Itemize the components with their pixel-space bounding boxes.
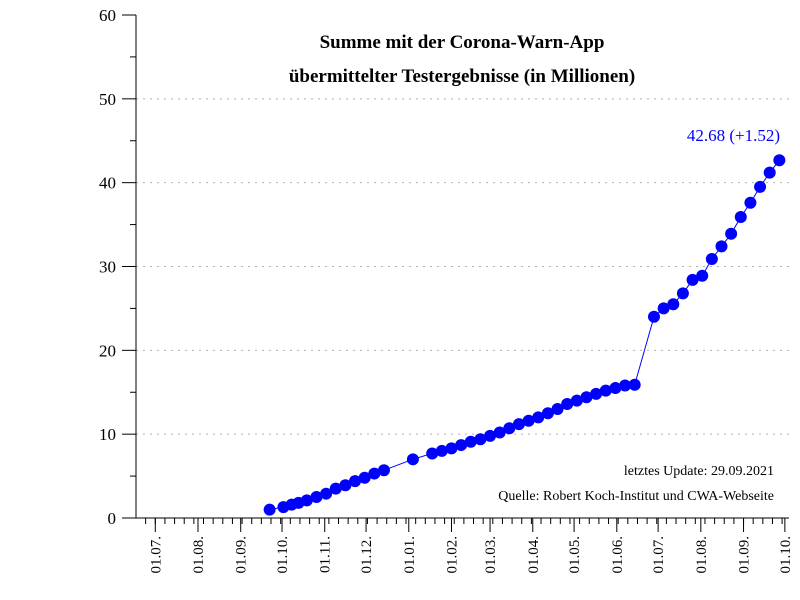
data-series [263,154,786,516]
x-tick-label: 01.10. [275,536,291,574]
data-point [599,384,612,397]
y-tick-label: 10 [99,425,116,444]
data-point [705,252,718,265]
data-point [686,273,699,286]
data-point [435,444,448,457]
data-point [474,433,487,446]
data-point [406,453,419,466]
data-point [647,310,660,323]
data-point [715,240,728,253]
data-point [339,479,352,492]
data-point [300,494,313,507]
data-point [310,491,323,504]
update-annotation: letztes Update: 29.09.2021 [624,464,774,479]
data-point [493,426,506,439]
y-tick-label: 50 [99,90,116,109]
x-tick-label: 01.02. [444,536,460,574]
data-point [657,302,670,315]
x-tick-label: 01.08. [191,536,207,574]
data-point [619,379,632,392]
series-line [269,159,780,511]
data-point [561,397,574,410]
data-point [263,503,276,516]
x-tick-label: 01.01. [402,536,418,574]
x-tick-label: 01.06. [610,536,626,574]
data-point [368,467,381,480]
x-tick-label: 01.04. [526,536,542,574]
chart-title-line-2: übermittelter Testergebnisse (in Million… [289,66,635,87]
x-tick-label: 01.09. [737,536,753,574]
data-point [522,414,535,427]
data-point [570,394,583,407]
x-tick-label: 01.09. [234,536,250,574]
x-tick-label: 01.07. [651,536,667,574]
data-point [532,411,545,424]
data-point [773,154,786,167]
data-point [445,442,458,455]
y-tick-label: 60 [99,6,116,25]
last-value-label: 42.68 (+1.52) [687,126,780,145]
y-tick-label: 0 [108,509,117,528]
y-tick-label: 40 [99,174,116,193]
y-tick-label: 20 [99,341,116,360]
data-point [320,487,333,500]
data-point [329,482,342,495]
data-point [676,287,689,300]
data-point [512,418,525,431]
x-tick-label: 01.05. [567,536,583,574]
x-tick-label: 01.08. [694,536,710,574]
data-point [696,269,709,282]
data-point [455,439,468,452]
data-point [426,447,439,460]
data-point [609,382,622,395]
data-point [464,435,477,448]
data-point [551,403,564,416]
x-tick-label: 01.10. [778,536,794,574]
data-point [754,180,767,193]
data-point [734,211,747,224]
data-point [667,298,680,311]
data-point [725,227,738,240]
data-point [763,166,776,179]
data-point [484,429,497,442]
y-axis-ticks: 0 10 20 30 40 50 60 [99,6,136,528]
data-point [349,475,362,488]
data-point [358,471,371,484]
x-axis-ticks: 01.07. 01.08. 01.09. 01.10. 01.11. 01.12. 01.0… [145,518,794,574]
x-tick-label: 01.03. [483,536,499,574]
data-point [590,387,603,400]
chart-title-line-1: Summe mit der Corona-Warn-App [320,32,605,53]
data-point [541,407,554,420]
data-point [580,391,593,404]
grid-lines [136,98,789,435]
source-annotation: Quelle: Robert Koch-Institut und CWA-Web… [498,489,774,504]
data-point [744,196,757,209]
x-tick-label: 01.07. [148,536,164,574]
y-tick-label: 30 [99,258,116,277]
x-tick-label: 01.12. [359,536,375,574]
data-point [628,378,641,391]
x-tick-label: 01.11. [318,536,334,573]
data-point [503,422,516,435]
data-point [377,464,390,477]
